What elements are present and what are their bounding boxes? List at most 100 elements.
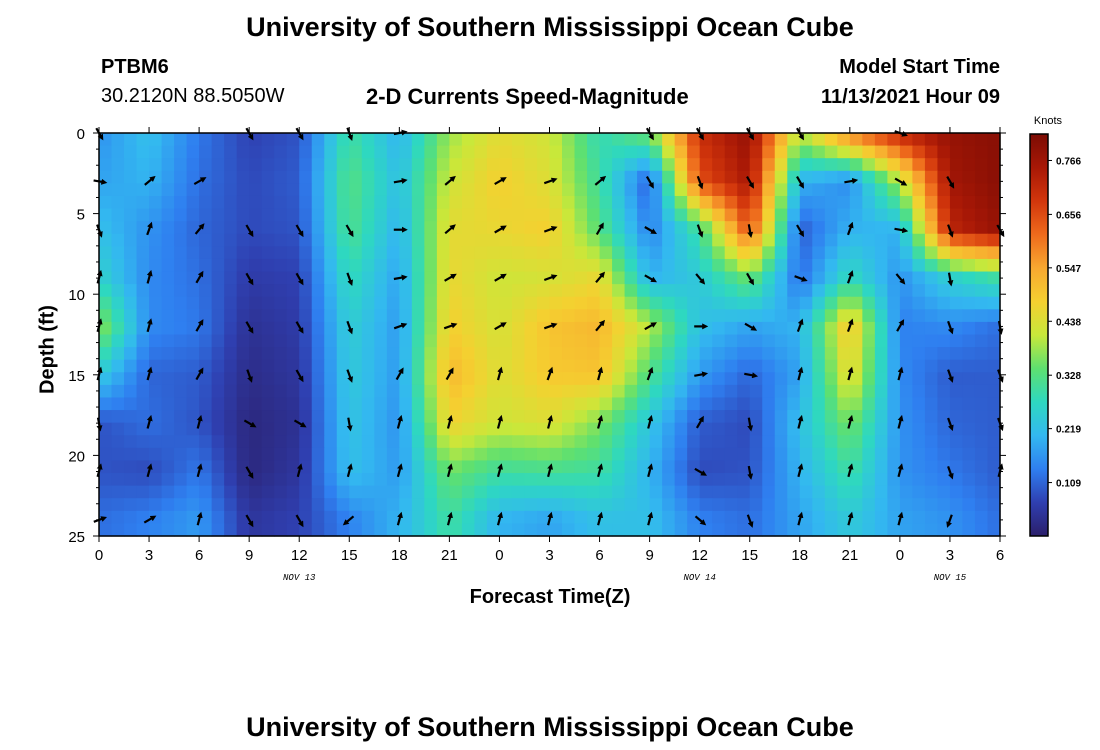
heatmap-cell bbox=[511, 359, 526, 373]
current-arrow bbox=[946, 176, 955, 189]
current-arrow bbox=[947, 272, 954, 287]
heatmap-cell bbox=[562, 447, 576, 462]
heatmap-cell bbox=[499, 447, 513, 462]
heatmap-cell bbox=[874, 170, 888, 184]
current-arrow bbox=[847, 414, 854, 429]
heatmap-cell bbox=[249, 447, 263, 462]
heatmap-cell bbox=[774, 460, 788, 474]
heatmap-cell bbox=[787, 473, 801, 487]
heatmap-cell bbox=[849, 384, 863, 399]
heatmap-cell bbox=[124, 158, 138, 172]
heatmap-cell bbox=[674, 271, 688, 285]
heatmap-cell bbox=[599, 158, 613, 172]
heatmap-cell bbox=[499, 347, 513, 361]
heatmap-cell bbox=[211, 422, 225, 436]
heatmap-cell bbox=[111, 460, 125, 474]
heatmap-cell bbox=[837, 498, 851, 512]
current-arrow bbox=[296, 463, 303, 478]
heatmap-cell bbox=[787, 510, 801, 524]
heatmap-cell bbox=[399, 347, 413, 361]
heatmap-cell bbox=[149, 422, 163, 436]
heatmap-cell bbox=[837, 523, 851, 537]
heatmap-cell bbox=[174, 309, 188, 323]
heatmap-cell bbox=[386, 359, 400, 373]
heatmap-cell bbox=[712, 133, 726, 147]
heatmap-cell bbox=[299, 158, 313, 172]
heatmap-cell bbox=[324, 498, 338, 512]
heatmap-cell bbox=[987, 321, 1001, 336]
heatmap-cell bbox=[274, 397, 288, 411]
heatmap-cell bbox=[274, 372, 288, 386]
heatmap-cell bbox=[499, 473, 513, 487]
heatmap-cell bbox=[536, 372, 551, 386]
heatmap-cell bbox=[612, 183, 626, 197]
heatmap-cell bbox=[261, 460, 275, 474]
heatmap-cell bbox=[612, 498, 626, 512]
heatmap-cell bbox=[261, 221, 275, 235]
heatmap-cell bbox=[486, 384, 501, 399]
heatmap-cell bbox=[236, 296, 250, 310]
heatmap-cell bbox=[637, 271, 651, 285]
heatmap-cell bbox=[662, 510, 676, 524]
heatmap-cell bbox=[111, 435, 125, 449]
heatmap-cell bbox=[286, 372, 300, 386]
heatmap-cell bbox=[649, 233, 663, 247]
heatmap-cell bbox=[299, 145, 313, 159]
heatmap-cell bbox=[887, 460, 901, 474]
heatmap-cell bbox=[299, 410, 313, 424]
current-arrow bbox=[897, 511, 904, 526]
heatmap-cell bbox=[261, 170, 275, 184]
heatmap-cell bbox=[136, 485, 150, 499]
heatmap-cell bbox=[662, 498, 676, 512]
heatmap-cell bbox=[962, 221, 976, 235]
heatmap-cell bbox=[724, 170, 738, 184]
heatmap-cell bbox=[311, 296, 325, 310]
heatmap-cell bbox=[762, 422, 776, 436]
heatmap-cell bbox=[224, 221, 238, 235]
heatmap-cell bbox=[624, 258, 638, 273]
heatmap-cell bbox=[774, 195, 788, 210]
heatmap-cell bbox=[361, 485, 375, 499]
heatmap-cell bbox=[436, 158, 450, 172]
heatmap-cell bbox=[637, 410, 651, 424]
heatmap-cell bbox=[449, 321, 463, 336]
heatmap-cell bbox=[186, 158, 200, 172]
heatmap-cell bbox=[474, 145, 488, 159]
heatmap-cell bbox=[662, 271, 676, 285]
heatmap-cell bbox=[486, 258, 501, 273]
heatmap-cell bbox=[724, 271, 738, 285]
model-start-label: Model Start Time bbox=[839, 56, 1000, 78]
current-arrow bbox=[695, 273, 706, 285]
heatmap-cell bbox=[124, 410, 138, 424]
heatmap-cell bbox=[274, 422, 288, 436]
heatmap-cell bbox=[662, 447, 676, 462]
heatmap-cell bbox=[211, 447, 225, 462]
heatmap-cell bbox=[424, 133, 438, 147]
current-arrow bbox=[543, 177, 558, 185]
heatmap-cell bbox=[511, 170, 526, 184]
heatmap-cell bbox=[662, 460, 676, 474]
footer-title: University of Southern Mississippi Ocean… bbox=[246, 712, 854, 742]
current-arrow bbox=[797, 414, 804, 429]
heatmap-cell bbox=[574, 170, 588, 184]
heatmap-cell bbox=[236, 473, 250, 487]
heatmap-cell bbox=[299, 498, 313, 512]
heatmap-cell bbox=[662, 359, 676, 373]
heatmap-cell bbox=[762, 296, 776, 310]
heatmap-cell bbox=[612, 435, 626, 449]
heatmap-cell bbox=[774, 410, 788, 424]
heatmap-cell bbox=[224, 359, 238, 373]
heatmap-cell bbox=[211, 321, 225, 336]
heatmap-cell bbox=[637, 523, 651, 537]
heatmap-cell bbox=[461, 447, 476, 462]
heatmap-cell bbox=[161, 145, 175, 159]
current-arrow bbox=[494, 225, 507, 234]
heatmap-cell bbox=[549, 258, 563, 273]
heatmap-cell bbox=[349, 523, 363, 537]
heatmap-cell bbox=[524, 473, 538, 487]
heatmap-cell bbox=[424, 233, 438, 247]
heatmap-cell bbox=[587, 485, 601, 499]
heatmap-cell bbox=[436, 435, 450, 449]
heatmap-cell bbox=[199, 145, 213, 159]
heatmap-cell bbox=[737, 372, 751, 386]
